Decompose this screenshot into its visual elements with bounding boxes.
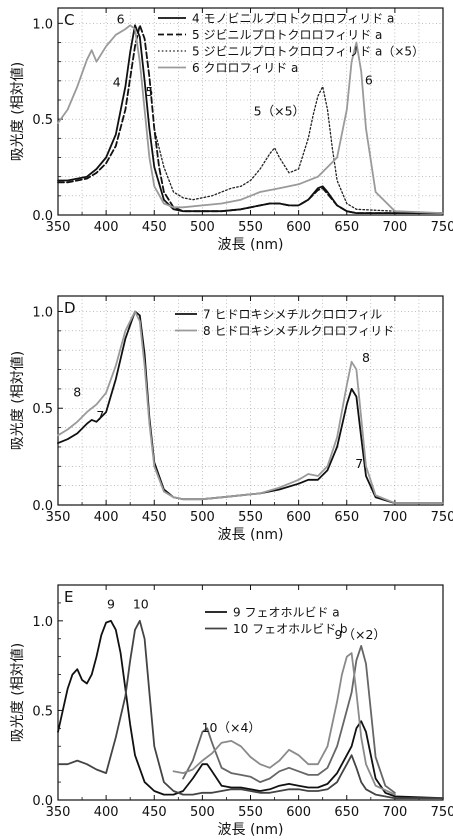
x-tick-label: 650 [334,805,359,820]
annotation-label: 4 [113,75,121,90]
y-tick-label: 0.0 [32,209,53,224]
annotation-label: 6 [117,11,125,26]
series-line-2 [57,310,444,504]
panel-label: C [64,11,74,29]
x-tick-label: 750 [431,220,453,235]
legend-label: 5 ジビニルプロトクロロフィリド a（×5） [192,45,424,59]
series-line-4 [172,652,396,796]
x-tick-label: 350 [46,805,71,820]
x-tick-label: 550 [238,805,263,820]
annotation-label: 7 [355,456,363,471]
x-tick-label: 750 [431,510,453,525]
y-tick-label: 0.5 [32,113,53,128]
x-tick-label: 500 [190,805,215,820]
series-line-4 [57,24,444,214]
annotation-label: 9 [107,596,115,611]
annotation-label: 8 [73,385,81,400]
y-tick-label: 0.5 [32,704,53,719]
legend-label: 5 ジビニルプロトクロロフィリド a [192,28,382,42]
annotation-label: 9（×2） [335,627,386,642]
y-axis-label: 吸光度 (相対値) [10,62,26,161]
annotation-label: 5 [145,84,153,99]
annotation-label: 7 [96,408,104,423]
x-tick-label: 600 [286,220,311,235]
y-axis-label: 吸光度 (相対値) [10,351,26,450]
x-axis-label: 波長 (nm) [218,237,284,253]
annotation-label: 6 [365,73,373,88]
x-tick-label: 450 [142,805,167,820]
x-tick-label: 450 [142,510,167,525]
x-axis-label: 波長 (nm) [218,822,284,838]
legend-label: 4 モノビニルプロトクロロフィリド a [192,12,394,26]
x-tick-label: 500 [190,510,215,525]
chart-panel-e: 350 400 450 500 550 600 650 700 750 0.0 0.5 1.0 波長 (… [10,584,453,838]
x-tick-label: 400 [94,510,119,525]
x-tick-label: 600 [286,510,311,525]
annotation-label: 10 [133,596,149,611]
series-line-1 [57,619,444,800]
annotation-label: 5（×5） [254,103,305,118]
y-tick-label: 0.5 [32,402,53,417]
series-line-1 [57,310,444,504]
x-tick-label: 400 [94,220,119,235]
chart-panel-c: 350 400 450 500 550 600 650 700 750 0.0 0.5 1.0 波長 (… [10,7,453,253]
legend-label: 6 クロロフィリド a [192,61,298,75]
panel-label: E [64,588,73,606]
y-tick-label: 1.0 [32,615,53,630]
y-axis-label: 吸光度 (相対値) [10,643,26,742]
legend-label: 9 フェオホルビド a [233,606,340,620]
chart-panel-d: 350 400 450 500 550 600 650 700 750 0.0 0.5 1.0 波長 (… [10,295,453,543]
series-line-2 [57,619,444,800]
x-tick-label: 350 [46,510,71,525]
x-tick-label: 400 [94,805,119,820]
x-tick-label: 550 [238,510,263,525]
legend-label: 10 フェオホルビド b [233,622,348,636]
x-tick-label: 700 [382,510,407,525]
annotation-label: 10（×4） [202,720,261,735]
y-tick-label: 0.0 [32,499,53,514]
x-tick-label: 500 [190,220,215,235]
y-tick-label: 1.0 [32,17,53,32]
y-tick-label: 1.0 [32,305,53,320]
x-axis-label: 波長 (nm) [218,527,284,543]
x-tick-label: 750 [431,805,453,820]
legend-label: 7 ヒドロキシメチルクロロフィル [203,308,382,322]
annotation-label: 8 [362,350,370,365]
x-tick-label: 450 [142,220,167,235]
x-tick-label: 600 [286,805,311,820]
x-tick-label: 700 [382,805,407,820]
panel-label: D [64,299,76,317]
x-tick-label: 350 [46,220,71,235]
x-tick-label: 700 [382,220,407,235]
x-tick-label: 550 [238,220,263,235]
x-tick-label: 650 [334,220,359,235]
y-tick-label: 0.0 [32,794,53,809]
x-tick-label: 650 [334,510,359,525]
series-line-2 [57,24,444,214]
legend-label: 8 ヒドロキシメチルクロロフィリド [203,324,394,338]
